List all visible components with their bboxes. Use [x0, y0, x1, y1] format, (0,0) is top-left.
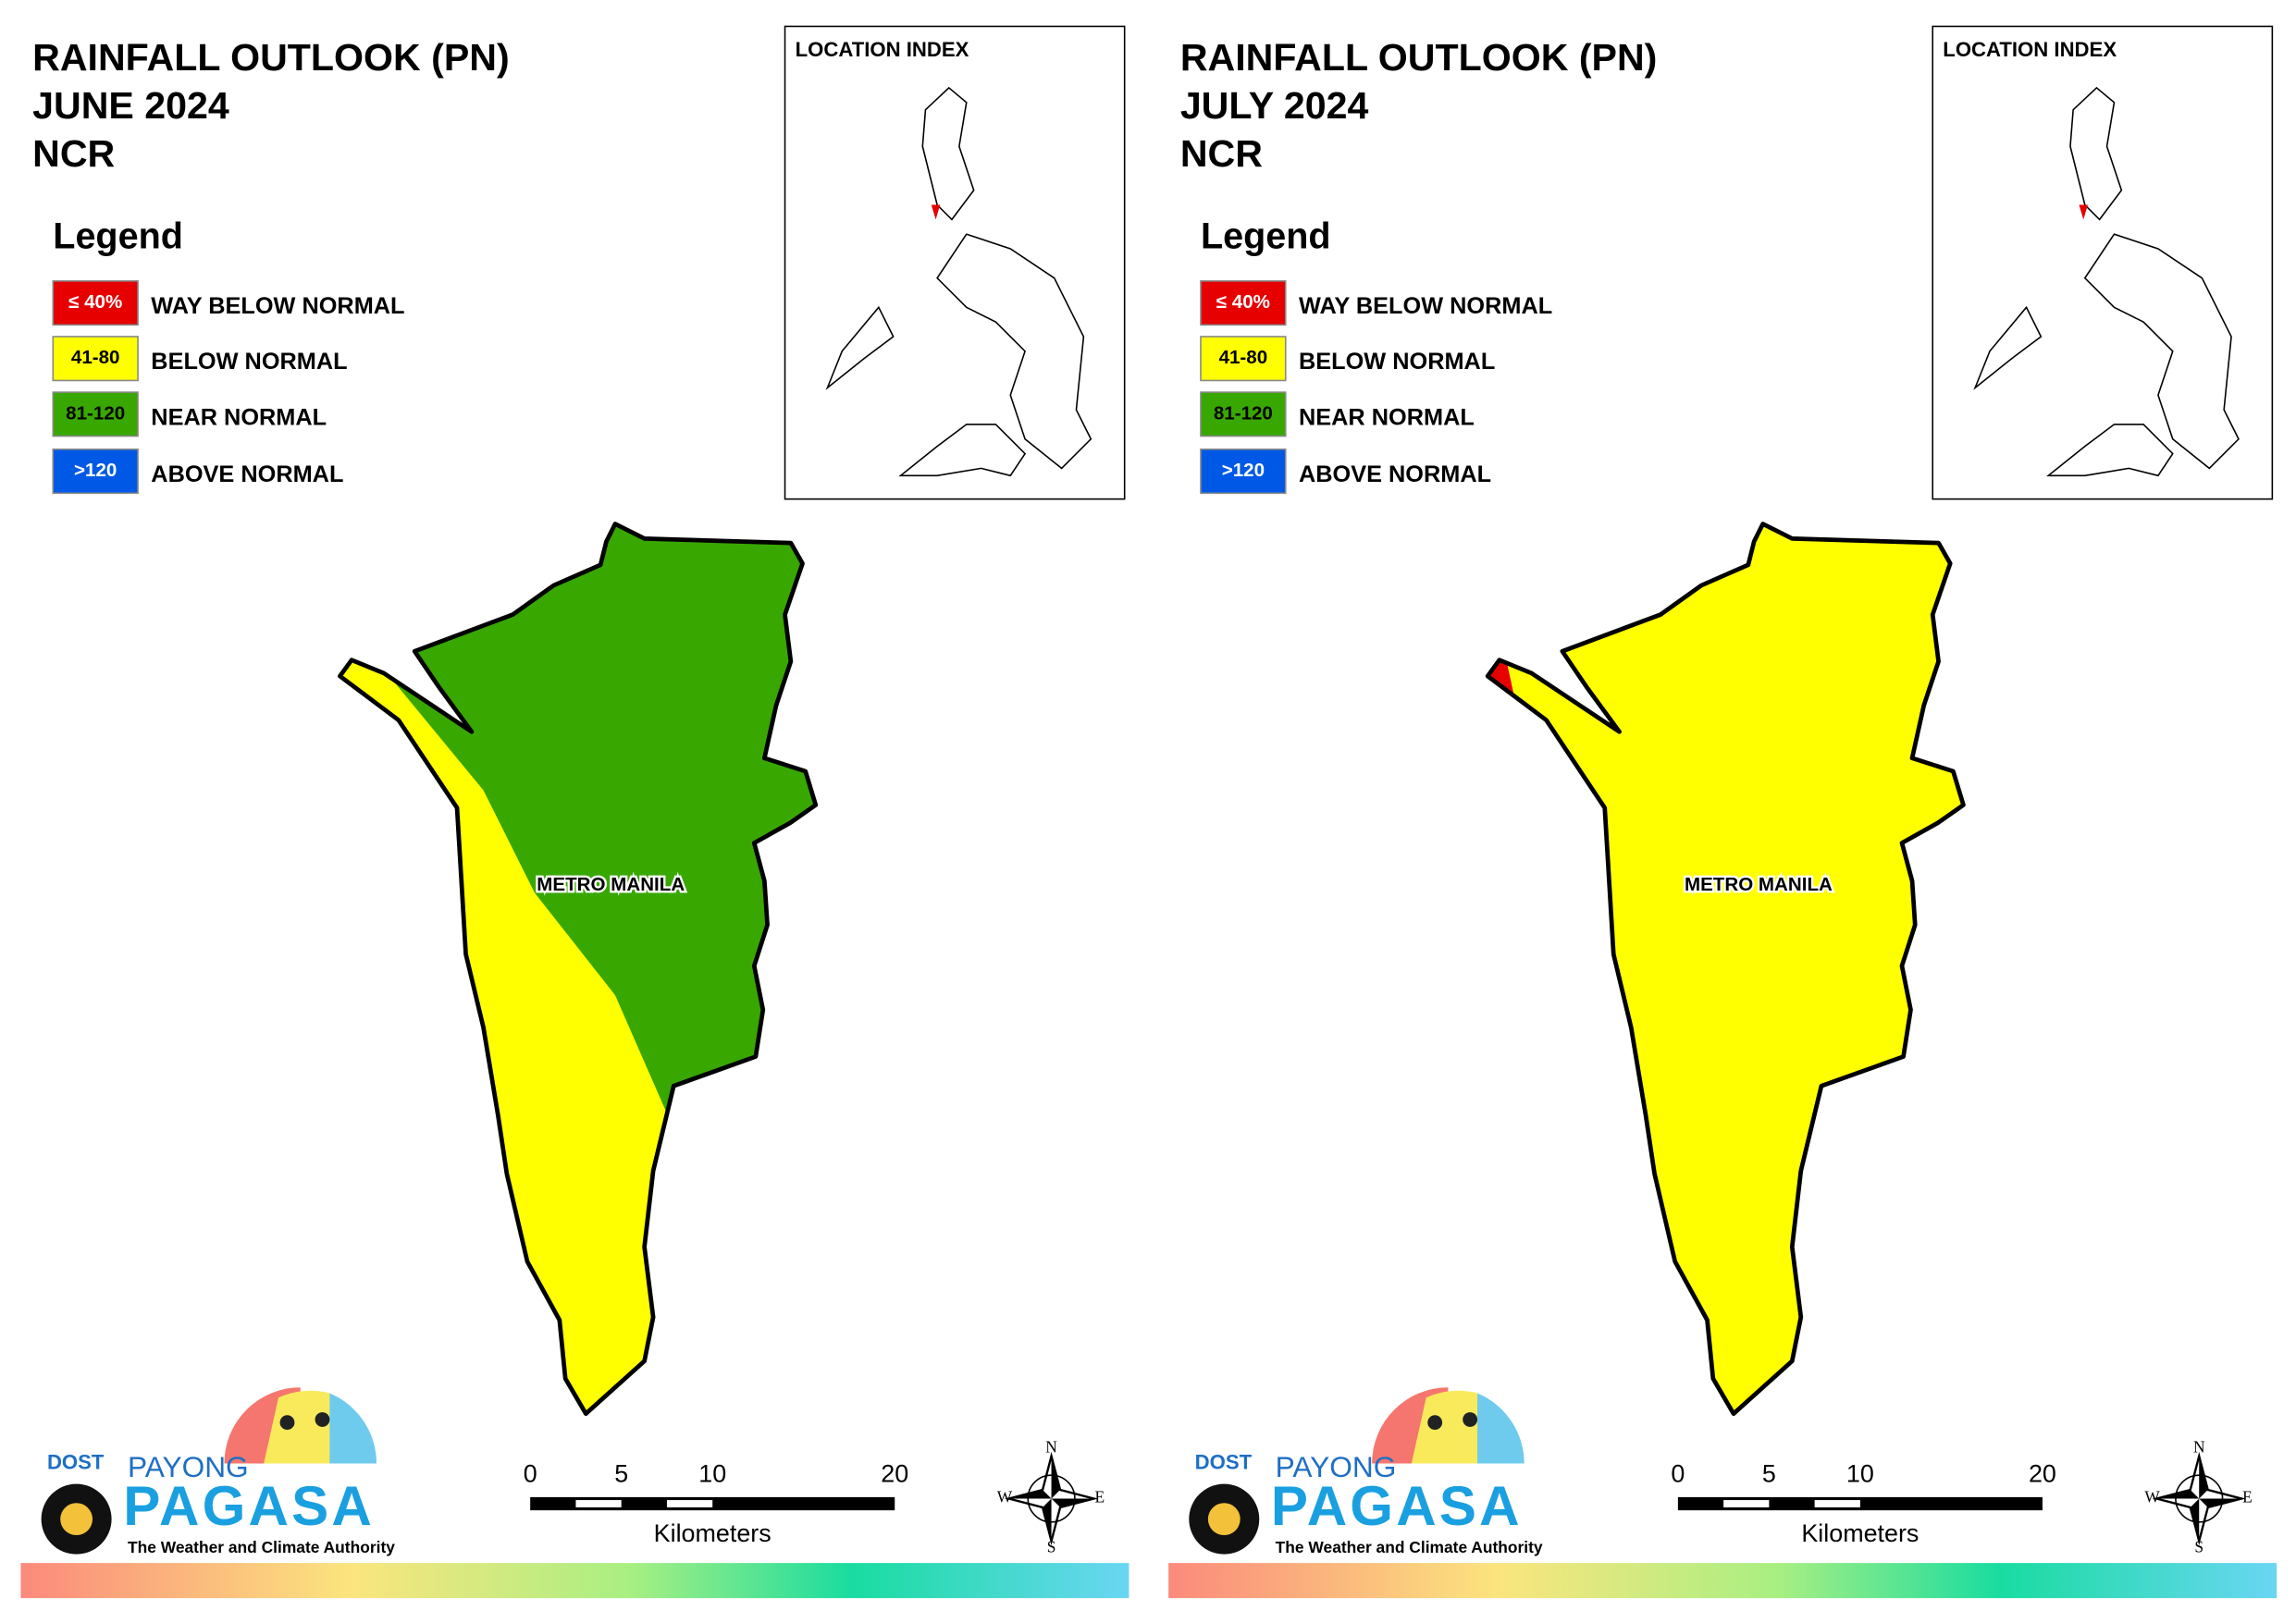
- emblem-sun: [1207, 1503, 1241, 1536]
- title-line: NCR: [1180, 132, 1263, 175]
- scale-tick-label: 5: [1762, 1459, 1776, 1487]
- inset-title: LOCATION INDEX: [1943, 38, 2117, 61]
- umbrella-mid: [264, 1390, 335, 1464]
- legend-swatch: [1200, 449, 1287, 495]
- scale-segment: [1814, 1500, 1860, 1507]
- umbrella-eye: [1427, 1415, 1443, 1431]
- legend-swatch: [1200, 280, 1287, 326]
- emblem-sun: [60, 1503, 93, 1536]
- logo-agency: DOST: [1195, 1450, 1253, 1473]
- logo-brand-top: PAYONG: [1276, 1450, 1397, 1483]
- legend-title: Legend: [1201, 215, 1331, 256]
- legend-code: ≤ 40%: [1216, 291, 1270, 313]
- legend-label: ABOVE NORMAL: [151, 461, 343, 487]
- near-normal-area: [365, 523, 816, 1113]
- umbrella-right: [329, 1393, 377, 1464]
- scale-tick-label: 20: [2029, 1459, 2056, 1487]
- legend-swatch: [1200, 391, 1287, 437]
- scale-tick-label: 0: [524, 1459, 537, 1487]
- legend-swatch: [52, 280, 139, 326]
- legend-label: NEAR NORMAL: [151, 404, 327, 430]
- legend-code: >120: [74, 460, 117, 481]
- compass-ring: [1027, 1474, 1076, 1523]
- umbrella-eye: [279, 1415, 295, 1431]
- inset-ncr: [2079, 204, 2088, 220]
- inset-country: [1973, 86, 2240, 477]
- logo-agency: DOST: [47, 1450, 105, 1473]
- compass-s: S: [1047, 1537, 1056, 1555]
- map-label: METRO MANILA: [1685, 874, 1833, 895]
- compass-n: N: [2193, 1438, 2205, 1457]
- legend-label: BELOW NORMAL: [1299, 349, 1495, 375]
- umbrella-eye: [1463, 1412, 1478, 1427]
- compass-s: S: [2194, 1537, 2203, 1555]
- scale-segment: [1723, 1500, 1770, 1507]
- inset-ncr: [931, 204, 941, 220]
- map-label: METRO MANILA: [537, 874, 685, 895]
- scale-tick-label: 20: [881, 1459, 908, 1487]
- umbrella-right: [1477, 1393, 1524, 1464]
- logo-tagline: The Weather and Climate Authority: [1276, 1538, 1543, 1556]
- title-line: JUNE 2024: [32, 84, 229, 127]
- title-line: RAINFALL OUTLOOK (PN): [32, 36, 510, 79]
- legend-label: BELOW NORMAL: [151, 349, 347, 375]
- legend-label: WAY BELOW NORMAL: [151, 293, 404, 319]
- logo-brand-top: PAYONG: [128, 1450, 249, 1483]
- legend-label: NEAR NORMAL: [1299, 404, 1475, 430]
- legend-code: 41-80: [1219, 347, 1268, 368]
- compass-rose-fill: [1008, 1456, 1094, 1542]
- legend-label: WAY BELOW NORMAL: [1299, 293, 1552, 319]
- ncr-outline: [338, 522, 819, 1417]
- legend-title: Legend: [53, 215, 183, 256]
- title-line: RAINFALL OUTLOOK (PN): [1180, 36, 1658, 79]
- compass-n: N: [1045, 1438, 1057, 1457]
- legend-swatch: [1200, 336, 1287, 382]
- compass-e: E: [2242, 1487, 2253, 1506]
- compass-ring: [2175, 1474, 2224, 1523]
- legend-swatch: [52, 336, 139, 382]
- legend-swatch: [52, 449, 139, 495]
- legend-code: ≤ 40%: [68, 291, 122, 313]
- logo-brand: PAGASA: [1271, 1475, 1523, 1537]
- legend-code: >120: [1222, 460, 1265, 481]
- title-line: NCR: [32, 132, 115, 175]
- ncr-outline: [1485, 522, 1966, 1417]
- scale-segment: [575, 1500, 622, 1507]
- legend-label: ABOVE NORMAL: [1299, 461, 1491, 487]
- panel: RAINFALL OUTLOOK (PN) JULY 2024 NCR Legend ≤…: [1168, 25, 2277, 1599]
- legend-swatch: [52, 391, 139, 437]
- panel: RAINFALL OUTLOOK (PN) JUNE 2024 NCR Legend ≤…: [20, 25, 1129, 1599]
- legend-code: 81-120: [1214, 402, 1273, 424]
- compass-rose: [2152, 1451, 2246, 1546]
- color-band: [1168, 1563, 2277, 1599]
- legend-code: 81-120: [66, 402, 125, 424]
- color-band: [20, 1563, 1129, 1599]
- scale-tick-label: 5: [614, 1459, 628, 1487]
- scale-unit: Kilometers: [654, 1519, 772, 1547]
- inset-title: LOCATION INDEX: [796, 38, 969, 61]
- logo-brand: PAGASA: [123, 1475, 375, 1537]
- scale-unit: Kilometers: [1801, 1519, 1919, 1547]
- compass-w: W: [997, 1487, 1013, 1506]
- compass-e: E: [1094, 1487, 1105, 1506]
- logo-tagline: The Weather and Climate Authority: [128, 1538, 395, 1556]
- compass-w: W: [2144, 1487, 2160, 1506]
- title-line: JULY 2024: [1180, 84, 1369, 127]
- umbrella-eye: [315, 1412, 330, 1427]
- umbrella-mid: [1411, 1390, 1482, 1464]
- scale-tick-label: 10: [698, 1459, 726, 1487]
- legend-code: 41-80: [71, 347, 120, 368]
- scale-tick-label: 10: [1846, 1459, 1874, 1487]
- inset-country: [825, 86, 1092, 477]
- scale-tick-label: 0: [1671, 1459, 1685, 1487]
- scale-segment: [666, 1500, 713, 1507]
